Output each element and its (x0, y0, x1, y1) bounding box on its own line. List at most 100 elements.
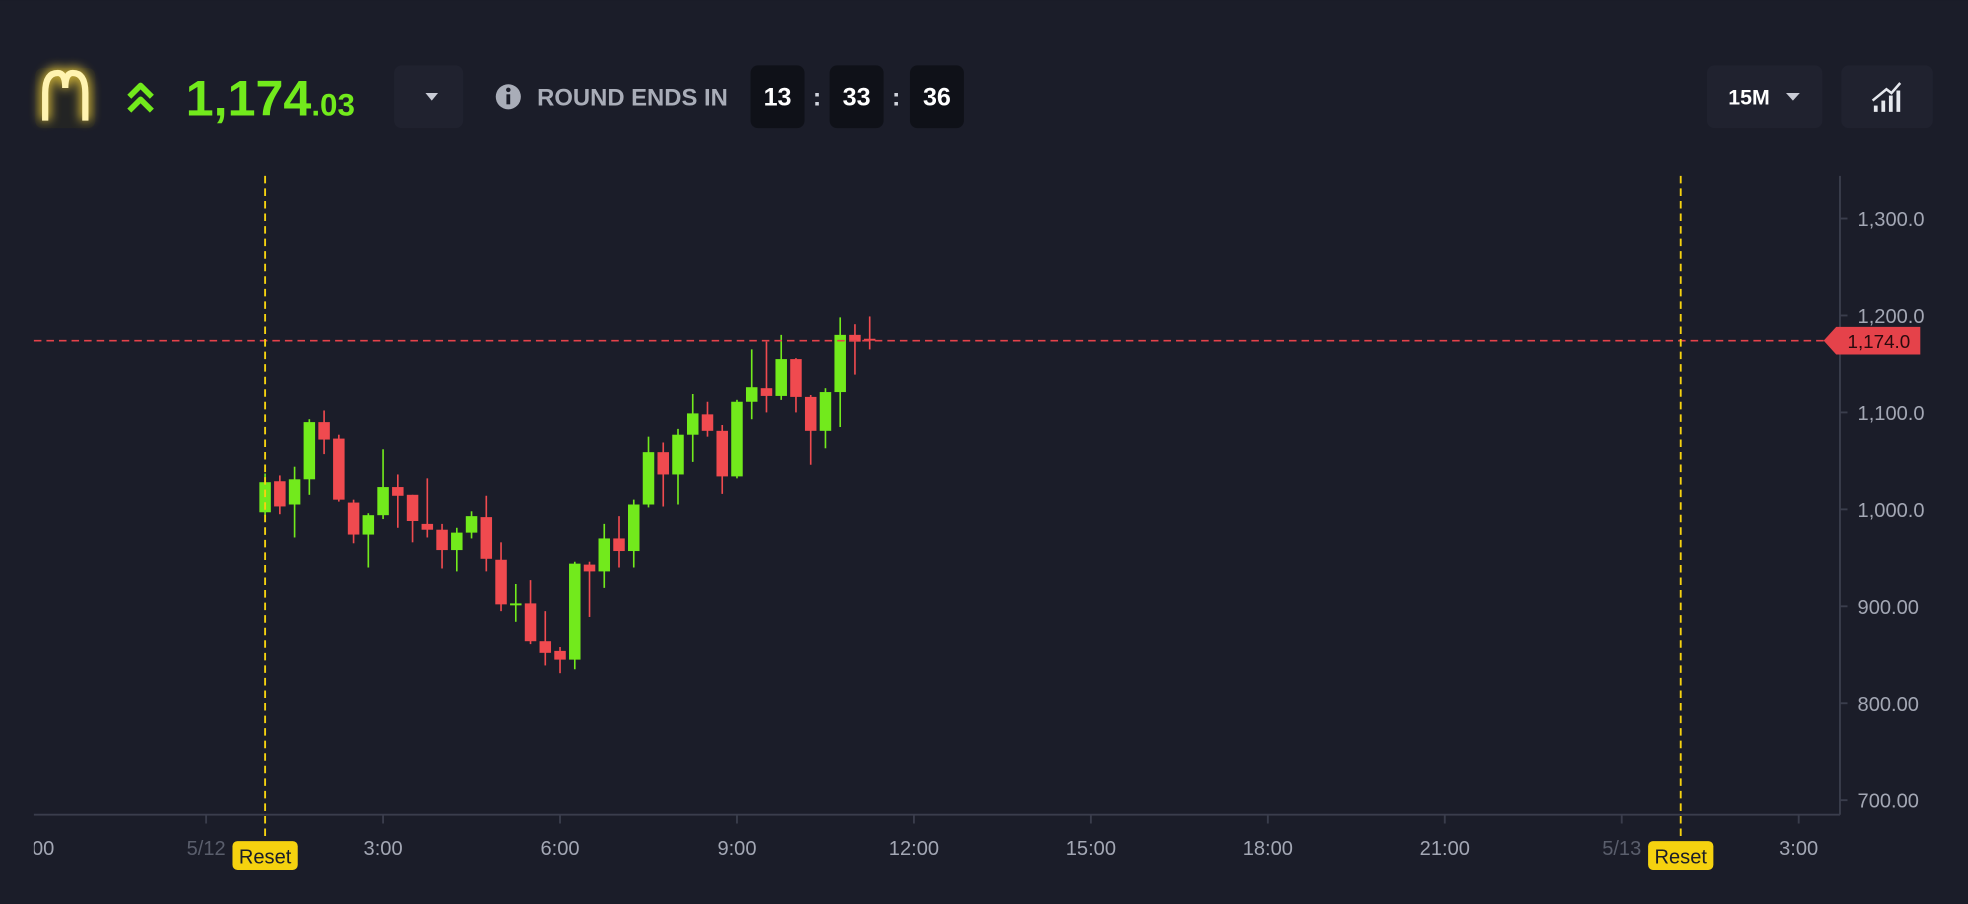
candle-body (451, 532, 463, 551)
candle-body (716, 430, 728, 477)
x-tick-label: 21:00 (1420, 838, 1470, 860)
candle-body (657, 452, 669, 475)
button-bg (1841, 65, 1933, 129)
timer-separator: : (892, 84, 900, 112)
candle-body (288, 479, 301, 505)
candle-body (613, 538, 625, 552)
candle-body (731, 401, 743, 477)
candle-body (834, 334, 846, 393)
candle-body (745, 387, 758, 402)
y-tick-label: 1,300.0 (1858, 209, 1925, 231)
reset-label: Reset (1654, 847, 1707, 869)
y-tick-label: 900.00 (1858, 597, 1919, 619)
timer: 13:33:36 (750, 65, 964, 129)
caret (425, 93, 439, 101)
dropdown-button[interactable] (394, 65, 464, 129)
x-tick-label: 18:00 (1243, 838, 1293, 860)
bars-icon (1871, 82, 1902, 112)
price-main: 1,174 (186, 71, 312, 127)
candle-body (539, 641, 552, 653)
candle-body (804, 396, 817, 431)
price: 1,174.03 (186, 71, 355, 127)
x-tick-label: 5/12 (187, 838, 226, 860)
candle-body (406, 494, 419, 521)
reset-tag (1648, 841, 1714, 870)
indicators-button[interactable] (1841, 65, 1933, 129)
candle-body (672, 434, 684, 475)
info-stem (506, 94, 511, 105)
candle-body (583, 564, 596, 572)
candle-body (863, 338, 876, 341)
candle-body (642, 452, 655, 505)
timer-digits: 33 (843, 84, 871, 112)
logo-mark (42, 69, 89, 121)
x-tick-label: 6:00 (540, 838, 579, 860)
candle-body (819, 392, 832, 431)
info-icon[interactable] (495, 84, 521, 110)
x-tick-label: 5/13 (1602, 838, 1641, 860)
candle-body (701, 414, 714, 431)
price-tag-label: 1,174.0 (1847, 331, 1910, 352)
candle-body (259, 482, 271, 513)
x-tick-label: 3:00 (1779, 838, 1818, 860)
candle-body (628, 504, 640, 552)
timeframe-label: 15M (1728, 85, 1770, 109)
x-tick-label: 3:00 (364, 838, 403, 860)
candle-body (554, 650, 566, 660)
reset-label: Reset (239, 847, 292, 869)
trend-icon (127, 82, 154, 113)
x-tick-label: 15:00 (1066, 838, 1116, 860)
chevron (127, 82, 154, 99)
candle-body (333, 438, 345, 500)
logo[interactable] (35, 67, 96, 129)
timeframe-button[interactable]: 15M (1706, 65, 1823, 129)
candle-body (465, 516, 478, 533)
candle-body (760, 388, 773, 396)
candle-body (347, 502, 360, 535)
y-tick-label: 1,100.0 (1858, 403, 1925, 425)
candle-body (775, 359, 787, 396)
reset-tag (232, 841, 298, 870)
candle-body (274, 481, 286, 507)
candle-body (524, 603, 537, 642)
candle-body (303, 422, 316, 480)
timer-digits: 13 (764, 84, 792, 112)
x-tick-label: 9:00 (717, 838, 756, 860)
y-tick-label: 1,000.0 (1858, 500, 1925, 522)
candle-body (436, 529, 448, 551)
timer-digits: 36 (923, 84, 951, 112)
caret (1786, 93, 1800, 101)
round-label: ROUND ENDS IN (537, 85, 728, 112)
candle-body (392, 487, 404, 496)
candle-body (849, 334, 861, 342)
candle-body (569, 563, 581, 660)
candle-body (421, 523, 434, 530)
timer-separator: : (813, 84, 821, 112)
button-bg (1706, 65, 1823, 129)
candle-body (480, 517, 493, 559)
candle-body (362, 515, 375, 535)
y-tick-label: 1,200.0 (1858, 306, 1925, 328)
timer-box (750, 65, 805, 129)
timer-box (829, 65, 884, 129)
y-tick-label: 700.00 (1858, 791, 1919, 813)
candle-body (598, 538, 611, 572)
timer-box (909, 65, 964, 129)
y-tick-label: 800.00 (1858, 694, 1919, 716)
candle-body (510, 603, 522, 606)
candle-body (686, 413, 699, 435)
chevron (127, 96, 154, 113)
candle-body (790, 359, 802, 397)
x-tick-label: 21:00 (4, 838, 54, 860)
info-dot (506, 87, 511, 93)
candle-body (495, 559, 507, 605)
x-tick-label: 12:00 (889, 838, 939, 860)
candle-body (318, 422, 330, 440)
chart: 700.00 800.00 900.00 1,000.0 1,100.0 1,200.0 1… (4, 175, 1925, 870)
candle-body (377, 487, 389, 516)
price-decimals: .03 (311, 88, 355, 123)
price-tag (1823, 326, 1921, 355)
